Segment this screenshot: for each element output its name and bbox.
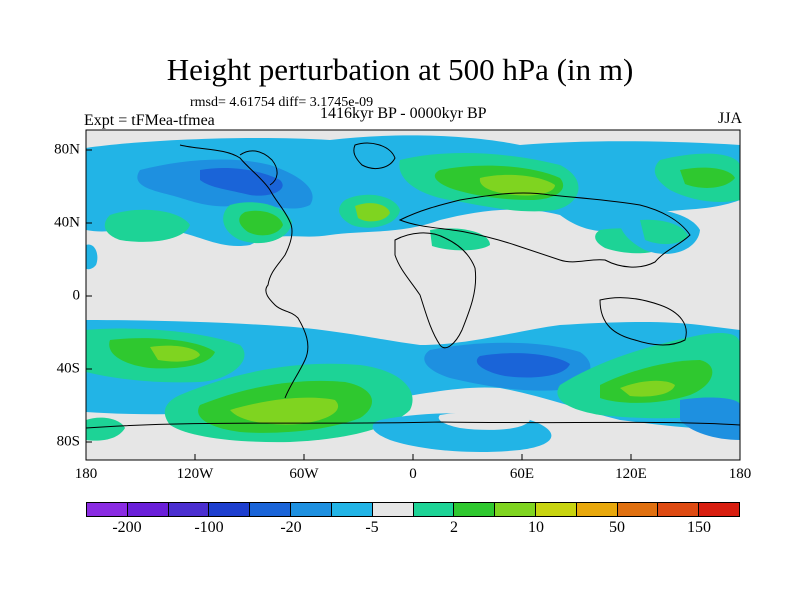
colorbar-swatch xyxy=(331,503,373,516)
x-tick-label: 60E xyxy=(509,466,535,482)
colorbar-swatch xyxy=(495,503,536,516)
x-tick-label: 120E xyxy=(615,466,647,482)
contour-region xyxy=(230,397,339,425)
colorbar-swatch xyxy=(658,503,700,516)
x-tick-label: 180 xyxy=(74,466,98,482)
period-label: 1416kyr BP - 0000kyr BP xyxy=(320,105,487,122)
contour-region xyxy=(86,417,125,441)
contour-region xyxy=(479,174,555,196)
colorbar-label: 10 xyxy=(528,519,544,536)
contour-region xyxy=(476,353,570,378)
colorbar-swatch xyxy=(291,503,332,516)
colorbar-swatch xyxy=(699,503,739,516)
contour-region xyxy=(680,397,740,440)
y-tick-label: 80S xyxy=(56,433,80,450)
contour-region xyxy=(104,209,190,242)
colorbar-swatch xyxy=(168,503,210,516)
colorbar-label: -5 xyxy=(365,519,379,536)
colorbar-swatch xyxy=(454,503,496,516)
colorbar-swatch xyxy=(250,503,292,516)
x-tick-label: 180 xyxy=(728,466,752,482)
x-tick-label: 120W xyxy=(176,466,214,482)
season-label: JJA xyxy=(717,110,742,127)
experiment-label: Expt = tFMea-tfmea xyxy=(84,112,215,129)
colorbar-label: 2 xyxy=(450,519,458,536)
contour-region xyxy=(86,244,98,270)
stats-label: rmsd= 4.61754 diff= 3.1745e-09 xyxy=(190,95,374,110)
axis-ticks xyxy=(85,149,741,460)
y-tick-label: 40N xyxy=(54,214,80,231)
colorbar-label: 150 xyxy=(687,519,711,536)
x-tick-label: 60W xyxy=(289,466,319,482)
colorbar xyxy=(86,502,740,517)
contour-region xyxy=(200,168,283,196)
colorbar-swatch xyxy=(535,503,577,516)
colorbar-swatch xyxy=(372,503,414,516)
colorbar-label: 50 xyxy=(609,519,625,536)
contour-region xyxy=(620,380,675,397)
contour-region xyxy=(438,412,530,430)
y-tick-label: 80N xyxy=(54,141,80,158)
contour-region xyxy=(150,345,200,362)
y-tick-label: 40S xyxy=(56,360,80,377)
colorbar-swatch xyxy=(413,503,455,516)
x-tick-label: 0 xyxy=(409,466,417,482)
y-tick-label: 0 xyxy=(72,287,81,304)
colorbar-swatch xyxy=(576,503,618,516)
colorbar-swatch xyxy=(127,503,169,516)
contour-region xyxy=(640,219,688,245)
figure-title: Height perturbation at 500 hPa (in m) xyxy=(166,52,634,87)
contour-region xyxy=(680,167,735,188)
contour-region xyxy=(239,210,283,236)
colorbar-label: -100 xyxy=(194,519,224,536)
colorbar-swatch xyxy=(617,503,659,516)
colorbar-label: -20 xyxy=(280,519,302,536)
colorbar-label: -200 xyxy=(112,519,142,536)
contour-region xyxy=(355,203,390,222)
colorbar-swatch xyxy=(209,503,251,516)
coastlines xyxy=(86,142,740,429)
colorbar-swatch xyxy=(87,503,128,516)
